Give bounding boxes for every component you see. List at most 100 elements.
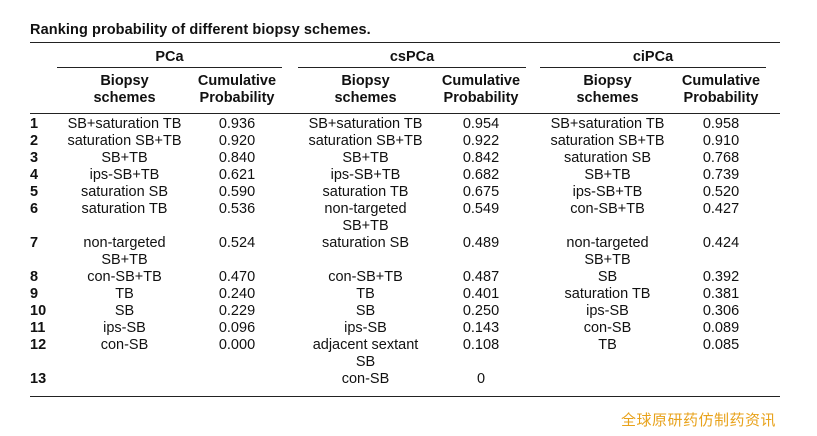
cell-cspca-scheme: SB+saturation TB bbox=[298, 116, 433, 133]
cell-pca-scheme: saturation SB bbox=[57, 184, 192, 201]
cell-cipca-prob: 0.306 bbox=[702, 303, 740, 319]
cell-cspca-prob: 0.401 bbox=[462, 286, 500, 302]
cell-line: SB bbox=[355, 354, 376, 370]
cell-cipca-scheme: TB bbox=[540, 337, 675, 354]
rank-number: 8 bbox=[30, 269, 39, 285]
cell-cspca-prob: 0.489 bbox=[462, 235, 500, 251]
cell-cipca-scheme: saturation TB bbox=[540, 286, 675, 303]
cell-cspca-scheme: saturation TB bbox=[298, 184, 433, 201]
watermark: 全球原研药仿制药资讯 bbox=[621, 412, 777, 429]
rank-number: 9 bbox=[30, 286, 39, 302]
cell-line: saturation TB bbox=[564, 286, 651, 302]
cell-line: SB+TB bbox=[342, 150, 389, 166]
cell-cspca-prob: 0.682 bbox=[462, 167, 500, 183]
col-header-line: Probability bbox=[683, 90, 759, 106]
cell-line: saturation SB bbox=[563, 150, 652, 166]
cell-line: TB bbox=[598, 337, 617, 353]
col-header-prob-pca: Cumulative Probability bbox=[192, 73, 282, 107]
col-header-line: Probability bbox=[199, 90, 275, 106]
col-header-line: Biopsy bbox=[341, 73, 390, 89]
rank-number: 11 bbox=[30, 320, 46, 336]
cell-line: con-SB bbox=[583, 320, 632, 336]
rank-number: 6 bbox=[30, 201, 39, 217]
cell-line: SB+saturation TB bbox=[308, 116, 423, 132]
cell-line: SB+saturation TB bbox=[67, 116, 182, 132]
cell-cspca-prob: 0.954 bbox=[462, 116, 500, 132]
cell-cspca-prob: 0.675 bbox=[462, 184, 500, 200]
cell-line: adjacent sextant bbox=[312, 337, 419, 353]
cell-line: ips-SB+TB bbox=[330, 167, 401, 183]
cell-cspca-scheme: SB bbox=[298, 303, 433, 320]
cell-line: SB+saturation TB bbox=[550, 116, 665, 132]
cell-line: con-SB+TB bbox=[87, 269, 162, 285]
cell-pca-prob: 0.240 bbox=[218, 286, 256, 302]
rank-number: 5 bbox=[30, 184, 39, 200]
rank-number: 13 bbox=[30, 371, 47, 387]
cell-cipca-scheme: non-targeted SB+TB bbox=[540, 235, 675, 269]
cell-cspca-prob: 0.549 bbox=[462, 201, 500, 217]
cell-line: SB bbox=[355, 303, 376, 319]
cell-pca-prob: 0.936 bbox=[218, 116, 256, 132]
cell-cspca-scheme: con-SB+TB bbox=[298, 269, 433, 286]
cell-pca-prob: 0.470 bbox=[218, 269, 256, 285]
cell-cspca-prob: 0.250 bbox=[462, 303, 500, 319]
group-rule-cspca bbox=[298, 67, 526, 68]
cell-cipca-scheme: con-SB+TB bbox=[540, 201, 675, 218]
cell-cspca-prob: 0.143 bbox=[462, 320, 500, 336]
cell-line: non-targeted bbox=[83, 235, 166, 251]
cell-line: saturation TB bbox=[81, 201, 168, 217]
cell-cipca-prob: 0.427 bbox=[702, 201, 740, 217]
cell-pca-prob: 0.920 bbox=[218, 133, 256, 149]
rank-number: 3 bbox=[30, 150, 39, 166]
cell-line: TB bbox=[115, 286, 134, 302]
cell-cspca-scheme: TB bbox=[298, 286, 433, 303]
cell-cspca-prob: 0 bbox=[476, 371, 486, 387]
cell-pca-scheme: SB bbox=[57, 303, 192, 320]
cell-line: SB+TB bbox=[101, 252, 148, 268]
cell-line: saturation SB bbox=[80, 184, 169, 200]
cell-pca-prob: 0.524 bbox=[218, 235, 256, 251]
cell-cipca-scheme: SB+saturation TB bbox=[540, 116, 675, 133]
cell-line: SB+TB bbox=[342, 218, 389, 234]
cell-pca-scheme: ips-SB+TB bbox=[57, 167, 192, 184]
group-rule-pca bbox=[57, 67, 282, 68]
cell-cspca-scheme: non-targeted SB+TB bbox=[298, 201, 433, 235]
cell-cspca-scheme: adjacent sextant SB bbox=[298, 337, 433, 371]
cell-cipca-scheme: ips-SB bbox=[540, 303, 675, 320]
cell-cipca-prob: 0.089 bbox=[702, 320, 740, 336]
cell-cipca-prob: 0.768 bbox=[702, 150, 740, 166]
table-title: Ranking probability of different biopsy … bbox=[30, 22, 371, 38]
cell-pca-scheme: con-SB bbox=[57, 337, 192, 354]
cell-line: con-SB bbox=[341, 371, 390, 387]
cell-line: ips-SB bbox=[344, 320, 387, 336]
cell-cipca-scheme: SB bbox=[540, 269, 675, 286]
col-header-line: Biopsy bbox=[100, 73, 149, 89]
cell-cipca-scheme: con-SB bbox=[540, 320, 675, 337]
rank-number: 12 bbox=[30, 337, 47, 353]
rank-number: 1 bbox=[30, 116, 39, 132]
rank-number: 4 bbox=[30, 167, 39, 183]
cell-cipca-prob: 0.085 bbox=[702, 337, 740, 353]
cell-cipca-scheme: saturation SB bbox=[540, 150, 675, 167]
rank-number: 10 bbox=[30, 303, 47, 319]
col-header-scheme-cspca: Biopsy schemes bbox=[298, 73, 433, 107]
group-header-cipca: ciPCa bbox=[632, 49, 674, 65]
cell-cspca-scheme: SB+TB bbox=[298, 150, 433, 167]
cell-cipca-prob: 0.958 bbox=[702, 116, 740, 132]
cell-line: ips-SB+TB bbox=[572, 184, 643, 200]
col-header-prob-cipca: Cumulative Probability bbox=[676, 73, 766, 107]
col-header-prob-cspca: Cumulative Probability bbox=[436, 73, 526, 107]
cell-cipca-scheme: ips-SB+TB bbox=[540, 184, 675, 201]
cell-cipca-prob: 0.520 bbox=[702, 184, 740, 200]
cell-pca-scheme: SB+saturation TB bbox=[57, 116, 192, 133]
cell-line: saturation TB bbox=[322, 184, 409, 200]
cell-cipca-prob: 0.381 bbox=[702, 286, 740, 302]
col-header-line: Cumulative bbox=[441, 73, 521, 89]
col-header-line: schemes bbox=[334, 90, 397, 106]
cell-pca-scheme: TB bbox=[57, 286, 192, 303]
cell-cipca-prob: 0.392 bbox=[702, 269, 740, 285]
cell-line: ips-SB+TB bbox=[89, 167, 160, 183]
cell-pca-scheme: ips-SB bbox=[57, 320, 192, 337]
group-header-pca: PCa bbox=[155, 49, 184, 65]
cell-line: non-targeted bbox=[566, 235, 649, 251]
